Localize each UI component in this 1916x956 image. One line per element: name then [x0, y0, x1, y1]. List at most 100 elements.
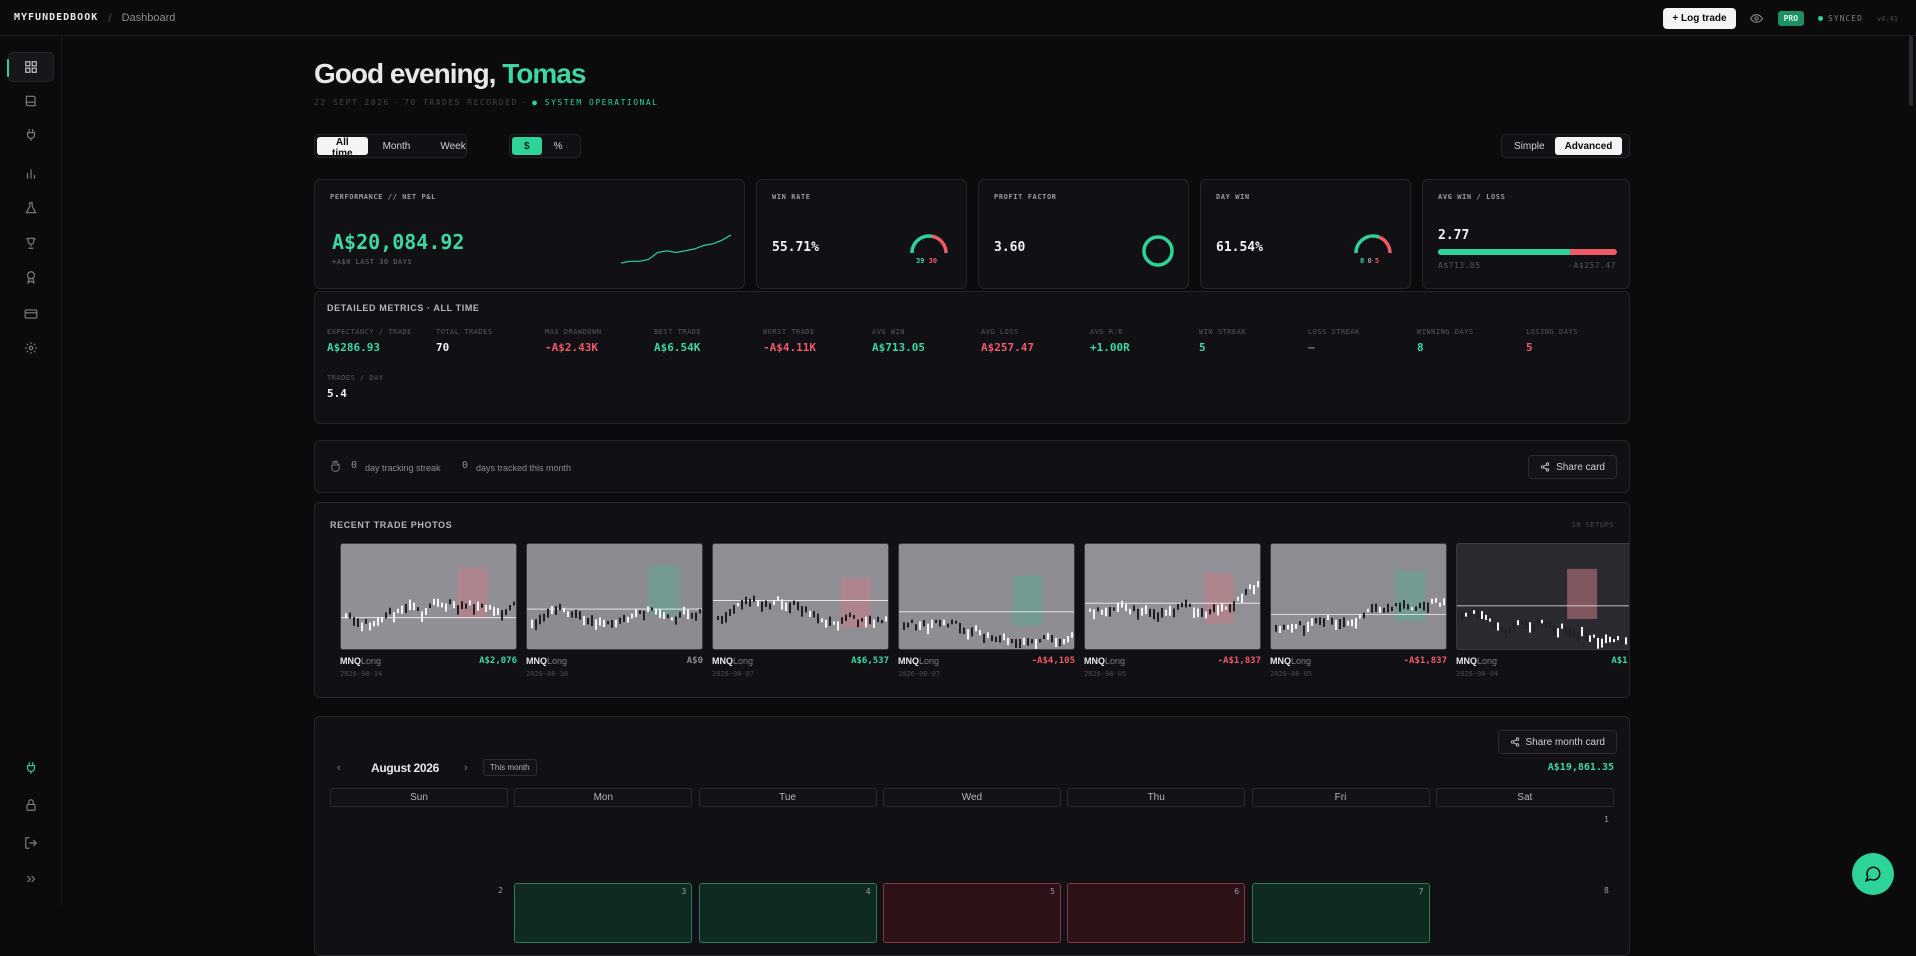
- trade-count: 70 TRADES RECORDED: [404, 98, 518, 107]
- win-count: 39: [916, 257, 925, 265]
- trade-side: Long: [733, 656, 754, 666]
- sidebar-item-connection[interactable]: [8, 753, 54, 783]
- unit-dollar[interactable]: $: [512, 137, 542, 155]
- calendar-day[interactable]: 2: [330, 883, 508, 943]
- avg-loss-amount: -A$257.47: [1568, 261, 1616, 270]
- trade-photo-thumbnail[interactable]: [712, 543, 889, 650]
- breadcrumb-separator: /: [108, 10, 112, 25]
- photos-title: RECENT TRADE PHOTOS: [330, 520, 453, 530]
- metric-value: 5: [1526, 341, 1533, 354]
- trade-side: Long: [1291, 656, 1312, 666]
- avg-win-loss-ratio: 2.77: [1438, 228, 1470, 243]
- calendar-day[interactable]: [1252, 812, 1430, 878]
- prev-month-button[interactable]: ‹: [337, 762, 341, 774]
- weekday-header: Tue: [698, 788, 877, 807]
- trade-date: 2026-08-05: [1270, 670, 1313, 678]
- sidebar-item-expand[interactable]: [8, 864, 54, 894]
- metric-label: BEST TRADE: [654, 328, 702, 336]
- share-card-button[interactable]: Share card: [1528, 455, 1617, 479]
- calendar-day[interactable]: [1067, 812, 1245, 878]
- metric-value: 8: [1417, 341, 1424, 354]
- calendar-day[interactable]: [514, 812, 692, 878]
- calendar-day[interactable]: 6: [1067, 883, 1246, 943]
- trade-date: 2026-08-04: [1456, 670, 1499, 678]
- lock-icon: [26, 799, 36, 811]
- calendar-day[interactable]: [330, 812, 508, 878]
- share-month-label: Share month card: [1525, 736, 1606, 748]
- sidebar-item-lab[interactable]: [8, 193, 54, 223]
- chat-button[interactable]: [1852, 853, 1894, 895]
- gauge-win-arc: [1354, 234, 1380, 254]
- sidebar-item-dashboard[interactable]: [7, 52, 54, 82]
- weekday-header: Sun: [330, 788, 508, 807]
- mode-advanced[interactable]: Advanced: [1554, 137, 1623, 155]
- pnl-sub: +A$0 LAST 30 DAYS: [332, 258, 413, 266]
- sidebar-item-billing[interactable]: [8, 299, 54, 329]
- eye-icon[interactable]: [1750, 12, 1764, 26]
- sparkline-path: [621, 234, 731, 264]
- plug-icon: [26, 762, 36, 774]
- sidebar-item-challenges[interactable]: [8, 228, 54, 258]
- calendar-day[interactable]: 1: [1436, 812, 1614, 878]
- metric-label: WIN STREAK: [1199, 328, 1247, 336]
- day-win-value: 61.54%: [1216, 240, 1263, 255]
- next-month-button[interactable]: ›: [464, 762, 468, 774]
- symbol-text: MNQ: [1084, 656, 1105, 666]
- weekday-header: Fri: [1251, 788, 1430, 807]
- metric-label: WINNING DAYS: [1417, 328, 1474, 336]
- gear-icon: [25, 342, 37, 354]
- trade-pnl: A$1,: [1611, 656, 1629, 666]
- trade-date: 2026-08-07: [898, 670, 941, 678]
- breakeven-day-count: 0: [1367, 257, 1372, 265]
- calendar-day[interactable]: 7: [1251, 883, 1430, 943]
- trade-pnl: A$6,537: [851, 656, 889, 666]
- calendar-day[interactable]: 5: [882, 883, 1061, 943]
- sidebar-item-connect[interactable]: [8, 120, 54, 150]
- calendar-day[interactable]: 4: [698, 883, 877, 943]
- profit-factor-card: PROFIT FACTOR 3.60: [978, 179, 1189, 289]
- range-month[interactable]: Month: [368, 137, 426, 155]
- range-week[interactable]: Week: [425, 137, 480, 155]
- calendar-day[interactable]: 8: [1436, 883, 1614, 943]
- share-icon: [1540, 462, 1550, 472]
- trade-photo-thumbnail[interactable]: [898, 543, 1075, 650]
- page-scrollbar[interactable]: [1909, 36, 1913, 106]
- brand-logo[interactable]: MYFUNDEDBOOK: [14, 12, 99, 23]
- losing-day-count: 5: [1374, 257, 1380, 265]
- sidebar-item-analytics[interactable]: [8, 159, 54, 189]
- calendar-day[interactable]: [699, 812, 877, 878]
- trade-photo-thumbnail[interactable]: [1456, 543, 1629, 650]
- trade-photo-thumbnail[interactable]: [1084, 543, 1261, 650]
- trade-photo-thumbnail[interactable]: [340, 543, 517, 650]
- photos-count: 10 SETUPS: [1571, 521, 1614, 529]
- trade-pnl: A$0: [686, 656, 703, 666]
- trade-photo-thumbnail[interactable]: [1270, 543, 1447, 650]
- grid-icon: [25, 61, 37, 73]
- metric-label: LOSS STREAK: [1308, 328, 1360, 336]
- sidebar-item-lock[interactable]: [8, 790, 54, 820]
- metric-value: 5: [1199, 341, 1206, 354]
- trade-symbol: MNQLong: [1270, 656, 1311, 666]
- range-all-time[interactable]: All time: [317, 137, 368, 159]
- trade-photo-thumbnail[interactable]: [526, 543, 703, 650]
- unit-percent[interactable]: %: [542, 137, 575, 155]
- sidebar-item-logout[interactable]: [8, 828, 54, 858]
- day-win-label: DAY WIN: [1216, 193, 1250, 201]
- sidebar-item-achievements[interactable]: [8, 262, 54, 292]
- share-month-card-button[interactable]: Share month card: [1497, 730, 1617, 754]
- sidebar-item-settings[interactable]: [8, 333, 54, 363]
- win-loss-counts: 39 30: [916, 257, 937, 265]
- profit-factor-label: PROFIT FACTOR: [994, 193, 1057, 201]
- calendar-day[interactable]: [883, 812, 1061, 878]
- sidebar-item-journal[interactable]: [8, 86, 54, 116]
- metric-label: AVG WIN: [872, 328, 906, 336]
- day-win-card: DAY WIN 61.54% 8 0 5: [1200, 179, 1411, 289]
- log-trade-button[interactable]: + Log trade: [1663, 8, 1736, 29]
- this-month-button[interactable]: This month: [483, 759, 537, 776]
- calendar-day[interactable]: 3: [514, 883, 693, 943]
- mode-simple[interactable]: Simple: [1504, 137, 1555, 155]
- detailed-metrics-title: DETAILED METRICS · ALL TIME: [327, 303, 480, 313]
- streak-count: 0: [351, 460, 358, 471]
- metric-value: 5.4: [327, 387, 347, 400]
- win-rate-value: 55.71%: [772, 240, 819, 255]
